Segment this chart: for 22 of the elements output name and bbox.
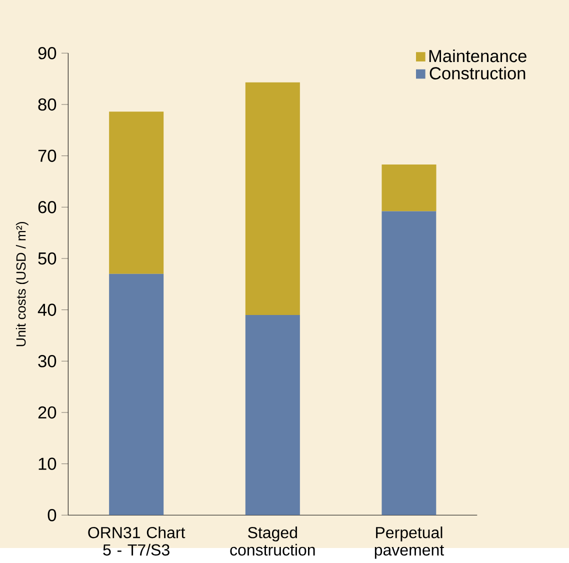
legend-label: Construction	[430, 66, 526, 80]
bar	[245, 82, 300, 315]
y-tick-label: 40	[38, 304, 56, 316]
y-tick-label: 90	[38, 46, 56, 60]
y-tick-label: 30	[38, 354, 56, 368]
bar	[245, 314, 300, 516]
y-tick-label: 20	[38, 406, 56, 419]
y-tick-label: 60	[38, 200, 56, 214]
y-tick-label: 0	[48, 508, 56, 522]
y-tick-label: 80	[38, 98, 56, 111]
x-tick-label: Perpetual pavement	[374, 526, 444, 559]
bar	[109, 112, 164, 274]
bar	[382, 211, 436, 516]
bar	[109, 274, 164, 516]
y-tick-label: 50	[38, 252, 56, 265]
y-axis-title: Unit costs (USD / m²)	[16, 222, 28, 346]
y-tick-label: 70	[38, 150, 56, 162]
x-tick-label: ORN31 Chart 5 - T7/S3	[88, 526, 186, 556]
x-tick-label: Staged construction	[230, 526, 315, 556]
legend-label: Maintenance	[429, 49, 526, 62]
y-tick-label: 10	[38, 458, 56, 470]
bar	[382, 164, 436, 212]
